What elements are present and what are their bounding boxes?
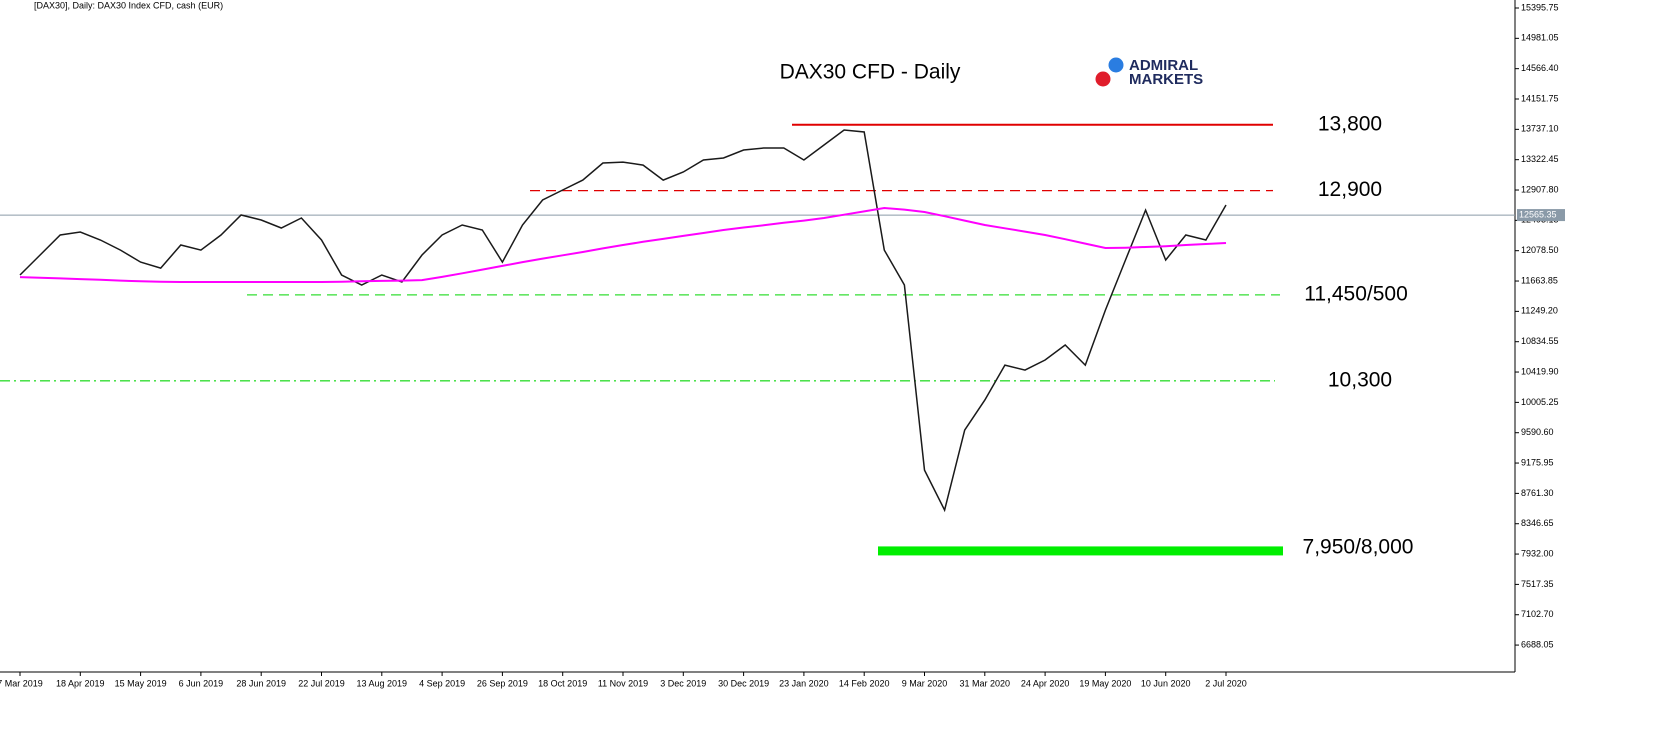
y-tick-label: 8346.65: [1521, 518, 1554, 528]
x-tick-label: 2 Jul 2020: [1205, 678, 1247, 688]
y-tick-label: 11663.85: [1521, 275, 1558, 285]
x-tick-label: 31 Mar 2020: [960, 678, 1011, 688]
x-tick-label: 18 Apr 2019: [56, 678, 105, 688]
x-tick-label: 13 Aug 2019: [357, 678, 408, 688]
logo-dot: [1108, 57, 1124, 73]
y-tick-label: 7932.00: [1521, 548, 1554, 558]
x-tick-label: 9 Mar 2020: [902, 678, 948, 688]
x-tick-label: 26 Sep 2019: [477, 678, 528, 688]
y-tick-label: 14566.40: [1521, 63, 1559, 73]
x-tick-label: 15 May 2019: [115, 678, 167, 688]
x-tick-label: 24 Apr 2020: [1021, 678, 1070, 688]
price-line: [19, 129, 1227, 513]
level-label: 12,900: [1318, 178, 1382, 201]
y-tick-label: 11249.20: [1521, 306, 1558, 316]
y-tick-label: 12078.50: [1521, 245, 1559, 255]
x-tick-label: 4 Sep 2019: [419, 678, 465, 688]
x-tick-label: 28 Jun 2019: [236, 678, 286, 688]
header: [DAX30], Daily: DAX30 Index CFD, cash (E…: [34, 0, 223, 10]
y-tick-label: 14151.75: [1521, 93, 1559, 103]
y-tick-label: 10005.25: [1521, 397, 1559, 407]
x-tick-label: 10 Jun 2020: [1141, 678, 1191, 688]
logo-dot: [1095, 71, 1111, 87]
x-tick-label: 14 Feb 2020: [839, 678, 890, 688]
chart-title: DAX30 CFD - Daily: [780, 61, 961, 84]
y-tick-label: 10834.55: [1521, 336, 1559, 346]
y-tick-label: 12907.80: [1521, 184, 1559, 194]
x-tick-label: 6 Jun 2019: [179, 678, 224, 688]
y-tick-label: 13322.45: [1521, 154, 1559, 164]
y-tick-label: 6688.05: [1521, 639, 1554, 649]
x-tick-label: 3 Dec 2019: [660, 678, 706, 688]
x-tick-label: 19 May 2020: [1079, 678, 1131, 688]
y-tick-label: 10419.90: [1521, 366, 1559, 376]
level-label: 7,950/8,000: [1303, 535, 1414, 558]
y-tick-label: 9175.95: [1521, 457, 1554, 467]
level-label: 10,300: [1328, 368, 1392, 391]
logo-text: MARKETS: [1129, 71, 1203, 88]
y-tick-label: 7517.35: [1521, 579, 1554, 589]
last-price-label: 12565.35: [1519, 209, 1557, 219]
x-tick-label: 11 Nov 2019: [598, 678, 648, 688]
last-price-box: [1517, 209, 1565, 222]
level-label: 11,450/500: [1304, 282, 1408, 305]
support-band: [878, 546, 1283, 556]
x-tick-label: 23 Jan 2020: [779, 678, 829, 688]
y-tick-label: 7102.70: [1521, 609, 1554, 619]
y-tick-label: 8761.30: [1521, 488, 1554, 498]
level-label: 13,800: [1318, 112, 1382, 135]
y-tick-label: 14981.05: [1521, 33, 1559, 43]
moving-average: [19, 206, 1227, 283]
y-tick-label: 15395.75: [1521, 2, 1559, 12]
x-tick-label: 18 Oct 2019: [538, 678, 587, 688]
y-tick-label: 9590.60: [1521, 427, 1554, 437]
x-tick-label: 7 Mar 2019: [0, 678, 43, 688]
x-tick-label: 22 Jul 2019: [298, 678, 345, 688]
x-tick-label: 30 Dec 2019: [718, 678, 769, 688]
logo-text: ADMIRAL: [1129, 57, 1198, 74]
y-tick-label: 13737.10: [1521, 124, 1559, 134]
